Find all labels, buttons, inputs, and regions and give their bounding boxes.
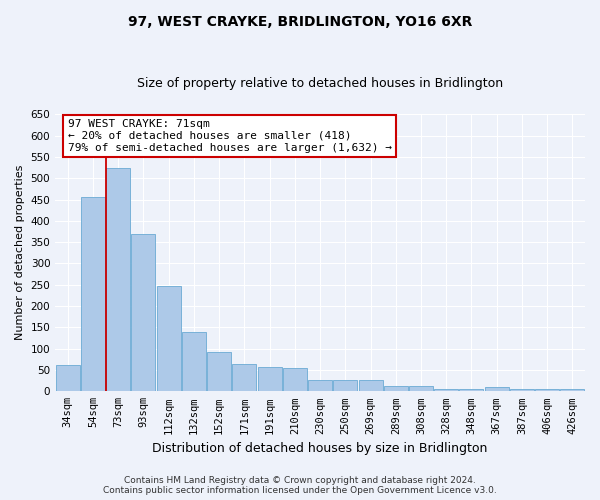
Bar [232,364,256,392]
Bar [56,365,80,392]
Bar [434,388,458,392]
Bar [106,168,130,392]
Text: Contains HM Land Registry data © Crown copyright and database right 2024.
Contai: Contains HM Land Registry data © Crown c… [103,476,497,495]
Bar [283,368,307,392]
Bar [207,352,231,392]
Bar [485,388,509,392]
Bar [535,389,559,392]
Bar [460,388,484,392]
Bar [359,380,383,392]
Y-axis label: Number of detached properties: Number of detached properties [15,165,25,340]
Text: 97, WEST CRAYKE, BRIDLINGTON, YO16 6XR: 97, WEST CRAYKE, BRIDLINGTON, YO16 6XR [128,15,472,29]
Bar [560,389,584,392]
Bar [157,286,181,392]
X-axis label: Distribution of detached houses by size in Bridlington: Distribution of detached houses by size … [152,442,488,455]
Title: Size of property relative to detached houses in Bridlington: Size of property relative to detached ho… [137,76,503,90]
Bar [257,368,281,392]
Bar [510,389,534,392]
Bar [182,332,206,392]
Bar [334,380,357,392]
Bar [409,386,433,392]
Bar [131,234,155,392]
Bar [81,196,105,392]
Bar [308,380,332,392]
Text: 97 WEST CRAYKE: 71sqm
← 20% of detached houses are smaller (418)
79% of semi-det: 97 WEST CRAYKE: 71sqm ← 20% of detached … [68,120,392,152]
Bar [384,386,408,392]
